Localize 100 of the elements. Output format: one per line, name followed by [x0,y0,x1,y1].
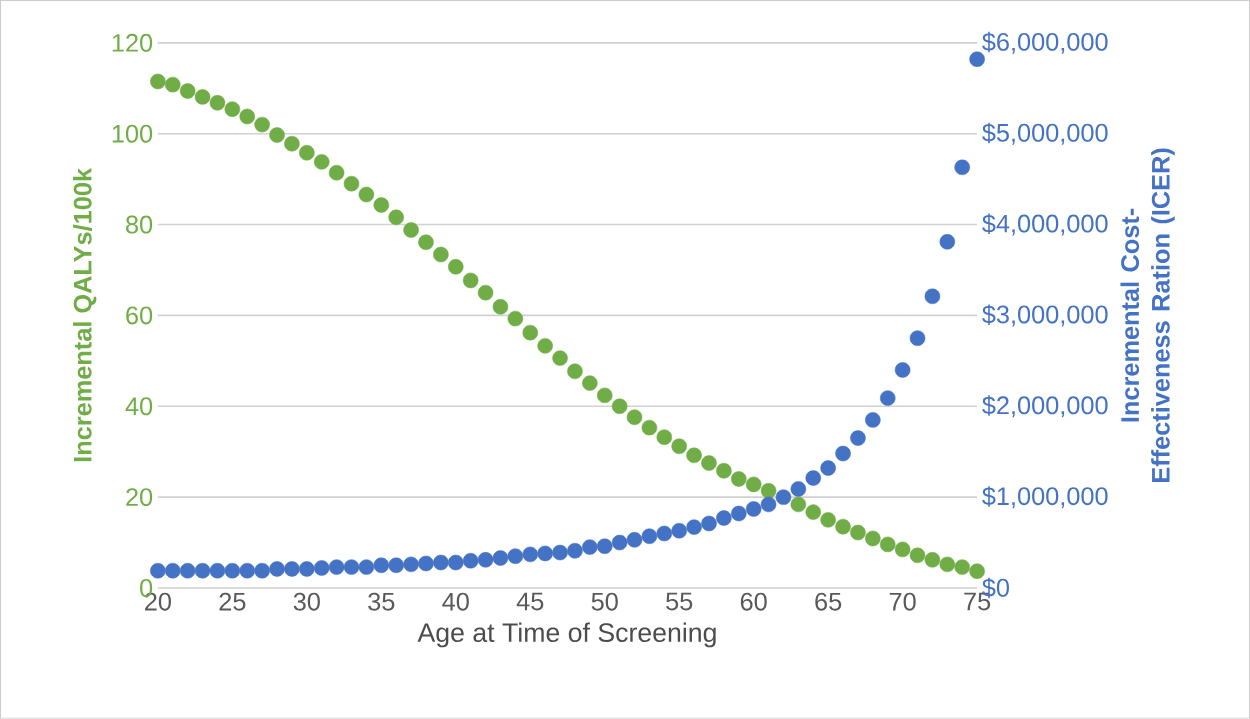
y2-tick-label: $2,000,000 [982,395,1108,418]
point [492,299,509,315]
point [552,544,568,561]
point [328,559,345,575]
point [507,548,524,564]
point [969,563,985,579]
x-tick-label: 35 [368,592,395,611]
point [477,552,494,568]
point [343,559,360,575]
point [805,504,821,520]
point [433,246,449,263]
point [701,515,717,532]
y2-tick-label: $6,000,000 [982,31,1108,54]
point [909,547,926,564]
point [760,496,777,513]
point [418,555,434,572]
y-tick-label: 80 [126,215,153,234]
x-tick-label: 45 [516,592,544,611]
point [403,222,419,238]
point [179,83,196,99]
point [492,550,509,566]
point [596,387,613,404]
x-tick-label: 60 [740,592,767,611]
point [448,259,464,275]
point [462,553,479,569]
point [850,430,866,446]
point [507,310,524,327]
x-tick-label: 70 [889,592,916,611]
point [254,563,270,579]
point [373,557,390,574]
point [299,561,315,577]
point [165,563,181,579]
point [537,338,553,354]
point [209,563,226,579]
point [865,530,881,547]
point [790,481,807,497]
point [254,116,270,133]
point [671,438,687,455]
point [567,363,583,380]
point [269,561,285,577]
point [656,429,673,445]
x-axis-title: Age at Time of Screening [417,622,716,648]
point [939,234,956,250]
point [343,176,360,192]
point [433,554,449,571]
y2-tick-label: $5,000,000 [982,122,1108,145]
point [954,559,970,575]
point [179,563,196,579]
point [820,512,836,528]
point [611,534,628,551]
point [224,101,241,117]
point [552,350,568,366]
point [582,375,598,391]
point [939,556,956,573]
point [790,496,807,513]
point [626,409,643,425]
point [313,560,330,576]
point [358,186,375,203]
y2-tick-label: $1,000,000 [982,486,1108,509]
point [909,330,926,346]
x-tick-label: 65 [815,592,842,611]
point [835,518,851,535]
point [150,73,166,90]
point [879,390,896,406]
point [894,362,911,378]
point [537,545,553,562]
point [239,108,255,125]
point [731,471,747,487]
point [448,554,464,571]
point [209,95,226,111]
point [358,559,375,575]
point [656,525,673,542]
x-tick-label: 25 [219,592,246,611]
x-tick-label: 55 [666,592,693,611]
y-tick-label: 20 [126,488,153,507]
point [284,561,300,577]
point [865,412,881,428]
point [403,556,419,573]
point [924,552,941,568]
point [716,463,732,479]
point [775,489,792,505]
y-tick-label: 100 [112,124,153,143]
point [388,209,404,226]
point [477,285,494,301]
point [879,536,896,553]
point [522,546,538,563]
y-tick-label: 120 [112,33,153,52]
point [686,519,702,535]
point [239,563,255,579]
point [194,89,211,105]
point [954,159,970,176]
point [745,501,762,517]
point [388,557,404,574]
point [165,76,181,93]
x-tick-label: 40 [442,592,469,611]
point [462,272,479,289]
x-tick-label: 30 [293,592,320,611]
point [596,538,613,554]
point [716,510,732,526]
x-tick-label: 50 [591,592,618,611]
